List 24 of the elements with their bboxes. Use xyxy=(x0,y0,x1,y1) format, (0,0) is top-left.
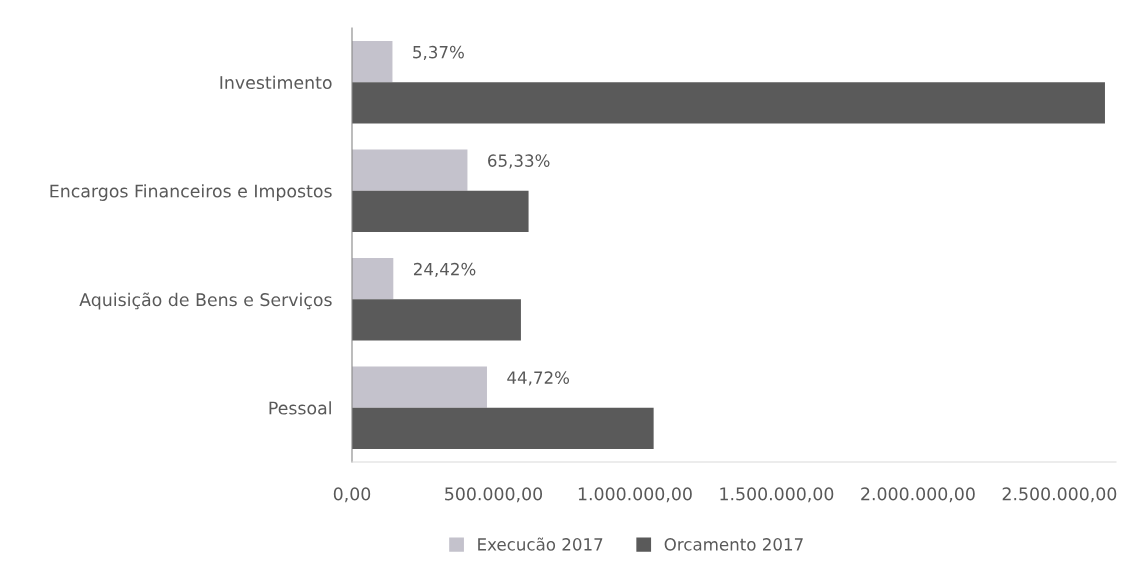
bar xyxy=(352,366,487,408)
y-tick-label: Encargos Financeiros e Impostos xyxy=(50,184,332,201)
y-tick-label: Investimento xyxy=(220,75,332,90)
annotation: 24,42% xyxy=(413,262,476,278)
x-tick-label: 1.000.000,00 xyxy=(578,487,692,503)
bar xyxy=(352,258,394,300)
bar xyxy=(352,41,393,83)
annotation: 5,37% xyxy=(413,45,464,61)
bar xyxy=(352,407,654,449)
legend-label: Execucão 2017 xyxy=(478,537,603,551)
annotation: 65,33% xyxy=(488,154,550,169)
x-tick-label: 0,00 xyxy=(333,487,371,503)
bar xyxy=(352,299,521,341)
legend-label: Orcamento 2017 xyxy=(664,538,803,551)
bar xyxy=(352,190,529,232)
x-tick-label: 2.000.000,00 xyxy=(861,487,975,503)
bar xyxy=(352,82,1105,124)
bar xyxy=(352,149,468,191)
y-tick-label: Pessoal xyxy=(269,401,331,415)
x-tick-label: 2.500.000,00 xyxy=(1002,487,1117,503)
y-tick-label: Aquisição de Bens e Serviços xyxy=(79,292,332,310)
x-tick-label: 1.500.000,00 xyxy=(720,487,834,503)
x-tick-label: 500.000,00 xyxy=(445,487,543,503)
annotation: 44,72% xyxy=(507,371,570,386)
